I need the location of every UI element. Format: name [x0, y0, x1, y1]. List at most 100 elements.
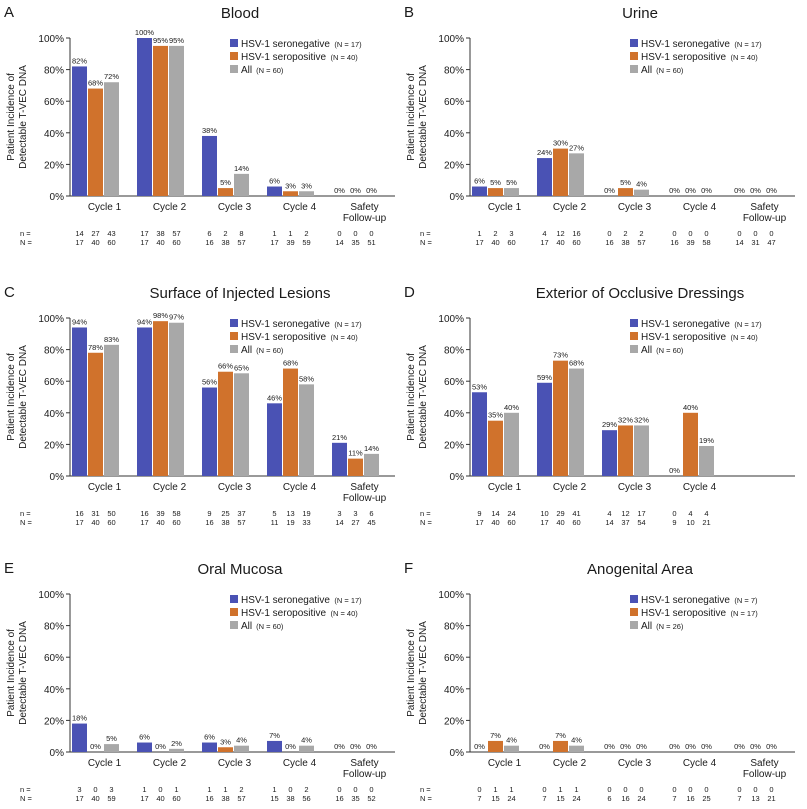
bar-value-label: 32%: [618, 415, 633, 424]
x-tick-label: Cycle 4: [683, 482, 717, 493]
count-value: 0: [704, 785, 708, 794]
count-value: 2: [639, 229, 643, 238]
legend-entry: HSV-1 seropositive: [241, 332, 326, 343]
count-value: 0: [477, 785, 481, 794]
count-value: 0: [93, 785, 97, 794]
y-axis-label: Patient Incidence of: [6, 353, 17, 441]
y-tick-label: 60%: [444, 97, 464, 108]
y-tick-label: 40%: [444, 409, 464, 420]
x-tick-label: Cycle 1: [88, 202, 122, 213]
count-value: 1: [574, 785, 578, 794]
count-value: 4: [607, 509, 611, 518]
legend-swatch: [630, 332, 638, 340]
y-tick-label: 0%: [50, 748, 65, 759]
bar-value-label: 35%: [488, 411, 503, 420]
bar-value-label: 29%: [602, 420, 617, 429]
count-value: 19: [302, 509, 310, 518]
bar-all: [364, 453, 379, 476]
y-tick-label: 20%: [444, 716, 464, 727]
bar-seropositive: [488, 188, 503, 196]
count-value: 45: [367, 518, 375, 527]
y-tick-label: 100%: [38, 314, 64, 325]
bar-all: [299, 384, 314, 476]
legend-entry: HSV-1 seronegative: [641, 319, 730, 330]
count-value: 60: [107, 518, 115, 527]
legend-entry: All: [641, 621, 652, 632]
legend-swatch: [630, 608, 638, 616]
count-value: 17: [270, 238, 278, 247]
legend-swatch: [230, 332, 238, 340]
legend-swatch: [630, 319, 638, 327]
bar-all: [569, 368, 584, 476]
bar-value-label: 24%: [537, 148, 552, 157]
count-value: 3: [353, 509, 357, 518]
count-value: 59: [302, 238, 310, 247]
y-axis-label: Detectable T-VEC DNA: [18, 345, 29, 449]
count-value: 2: [239, 785, 243, 794]
bar-value-label: 0%: [750, 186, 761, 195]
bar-all: [234, 173, 249, 196]
y-axis-label: Patient Incidence of: [6, 73, 17, 161]
count-value: 4: [704, 509, 708, 518]
count-value: 58: [172, 509, 180, 518]
y-tick-label: 100%: [438, 314, 464, 325]
count-value: 0: [753, 785, 757, 794]
count-value: 51: [367, 238, 375, 247]
x-tick-label: Follow-up: [343, 493, 387, 504]
bar-value-label: 3%: [301, 181, 312, 190]
count-value: 7: [672, 794, 676, 803]
y-axis-label: Detectable T-VEC DNA: [418, 621, 429, 725]
bar-value-label: 66%: [218, 362, 233, 371]
count-value: 16: [335, 794, 343, 803]
bar-value-label: 40%: [683, 403, 698, 412]
bar-seronegative: [267, 740, 282, 752]
count-value: 0: [769, 229, 773, 238]
count-value: 14: [75, 229, 83, 238]
count-value: 43: [107, 229, 115, 238]
bar-value-label: 3%: [220, 737, 231, 746]
count-value: 38: [221, 518, 229, 527]
bar-value-label: 2%: [171, 739, 182, 748]
bar-value-label: 0%: [350, 186, 361, 195]
count-value: 4: [542, 229, 546, 238]
count-value: 12: [621, 509, 629, 518]
count-value: 4: [688, 509, 692, 518]
count-value: 57: [237, 518, 245, 527]
count-row-label: N =: [20, 794, 33, 803]
count-value: 33: [302, 518, 310, 527]
count-value: 0: [353, 229, 357, 238]
bar-value-label: 4%: [506, 736, 517, 745]
count-value: 60: [572, 518, 580, 527]
legend-swatch: [630, 345, 638, 353]
bar-value-label: 0%: [669, 186, 680, 195]
count-value: 12: [556, 229, 564, 238]
bar-value-label: 5%: [220, 178, 231, 187]
count-value: 15: [556, 794, 564, 803]
panel-letter: F: [404, 560, 413, 577]
chart-title: Oral Mucosa: [197, 561, 283, 578]
x-tick-label: Cycle 2: [153, 758, 187, 769]
bar-seronegative: [602, 430, 617, 476]
y-axis-label: Patient Incidence of: [406, 353, 417, 441]
count-value: 0: [542, 785, 546, 794]
bar-value-label: 4%: [571, 736, 582, 745]
bar-all: [569, 745, 584, 752]
count-value: 31: [751, 238, 759, 247]
bar-seronegative: [202, 135, 217, 196]
count-row-label: n =: [420, 785, 431, 794]
count-value: 40: [556, 518, 564, 527]
legend-n: (N = 60): [656, 66, 684, 75]
bar-value-label: 27%: [569, 143, 584, 152]
bar-value-label: 4%: [236, 736, 247, 745]
bar-value-label: 0%: [90, 742, 101, 751]
bar-all: [234, 745, 249, 752]
bar-value-label: 0%: [334, 186, 345, 195]
bar-value-label: 5%: [490, 178, 501, 187]
count-value: 17: [140, 229, 148, 238]
count-value: 0: [672, 229, 676, 238]
count-value: 40: [491, 238, 499, 247]
legend-n: (N = 17): [334, 596, 362, 605]
legend-n: (N = 40): [730, 53, 758, 62]
count-value: 9: [672, 518, 676, 527]
count-value: 60: [107, 238, 115, 247]
